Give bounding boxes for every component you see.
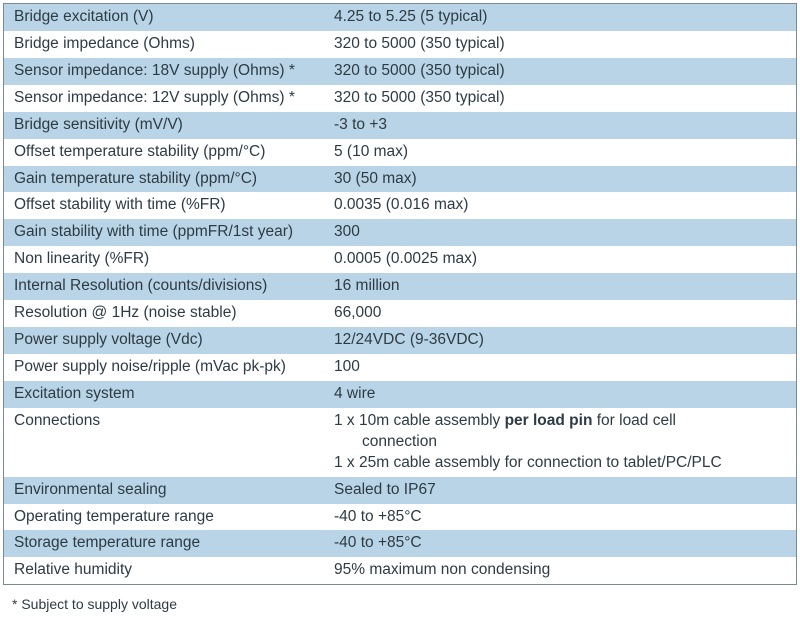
- table-row: Sensor impedance: 18V supply (Ohms) * 32…: [4, 58, 796, 85]
- table-row: Power supply voltage (Vdc) 12/24VDC (9-3…: [4, 327, 796, 354]
- spec-label: Offset stability with time (%FR): [4, 192, 324, 219]
- table-row: Internal Resolution (counts/divisions) 1…: [4, 273, 796, 300]
- table-row: Gain stability with time (ppmFR/1st year…: [4, 219, 796, 246]
- spec-label: Storage temperature range: [4, 530, 324, 557]
- spec-label: Non linearity (%FR): [4, 246, 324, 273]
- bold-text: per load pin: [505, 412, 593, 429]
- spec-value: 0.0005 (0.0025 max): [324, 246, 796, 273]
- spec-label: Power supply noise/ripple (mVac pk-pk): [4, 354, 324, 381]
- spec-label: Internal Resolution (counts/divisions): [4, 273, 324, 300]
- spec-label: Relative humidity: [4, 557, 324, 584]
- text: 1 x 10m cable assembly: [334, 412, 505, 429]
- table-row: Resolution @ 1Hz (noise stable) 66,000: [4, 300, 796, 327]
- spec-sheet: Bridge excitation (V) 4.25 to 5.25 (5 ty…: [0, 3, 800, 620]
- table-row: Bridge sensitivity (mV/V) -3 to +3: [4, 112, 796, 139]
- table-row: Sensor impedance: 12V supply (Ohms) * 32…: [4, 85, 796, 112]
- spec-value: 66,000: [324, 300, 796, 327]
- spec-value: Sealed to IP67: [324, 477, 796, 504]
- spec-label: Bridge impedance (Ohms): [4, 31, 324, 58]
- spec-label: Power supply voltage (Vdc): [4, 327, 324, 354]
- connections-line2: connection: [334, 432, 786, 453]
- spec-value: 16 million: [324, 273, 796, 300]
- spec-value: 95% maximum non condensing: [324, 557, 796, 584]
- spec-label: Excitation system: [4, 381, 324, 408]
- spec-value: 12/24VDC (9-36VDC): [324, 327, 796, 354]
- spec-label: Sensor impedance: 12V supply (Ohms) *: [4, 85, 324, 112]
- spec-label: Bridge sensitivity (mV/V): [4, 112, 324, 139]
- footnote: * Subject to supply voltage: [0, 588, 800, 620]
- spec-label: Resolution @ 1Hz (noise stable): [4, 300, 324, 327]
- spec-value: 4 wire: [324, 381, 796, 408]
- table-row: Bridge impedance (Ohms) 320 to 5000 (350…: [4, 31, 796, 58]
- spec-value: -40 to +85°C: [324, 504, 796, 531]
- spec-value: 300: [324, 219, 796, 246]
- text: for load cell: [592, 412, 676, 429]
- spec-value: 0.0035 (0.016 max): [324, 192, 796, 219]
- spec-value: 100: [324, 354, 796, 381]
- table-row: Offset stability with time (%FR) 0.0035 …: [4, 192, 796, 219]
- table-row: Gain temperature stability (ppm/°C) 30 (…: [4, 166, 796, 193]
- table-row: Bridge excitation (V) 4.25 to 5.25 (5 ty…: [4, 4, 796, 31]
- table-row-connections: Connections 1 x 10m cable assembly per l…: [4, 408, 796, 477]
- table-row: Storage temperature range -40 to +85°C: [4, 530, 796, 557]
- table-row: Relative humidity 95% maximum non conden…: [4, 557, 796, 584]
- table-row: Excitation system 4 wire: [4, 381, 796, 408]
- spec-label: Offset temperature stability (ppm/°C): [4, 139, 324, 166]
- table-row: Power supply noise/ripple (mVac pk-pk) 1…: [4, 354, 796, 381]
- spec-value-connections: 1 x 10m cable assembly per load pin for …: [324, 408, 796, 477]
- spec-value: -40 to +85°C: [324, 530, 796, 557]
- table-row: Operating temperature range -40 to +85°C: [4, 504, 796, 531]
- table-row: Environmental sealing Sealed to IP67: [4, 477, 796, 504]
- spec-value: 320 to 5000 (350 typical): [324, 85, 796, 112]
- spec-label: Connections: [4, 408, 324, 435]
- spec-value: 30 (50 max): [324, 166, 796, 193]
- table-row: Offset temperature stability (ppm/°C) 5 …: [4, 139, 796, 166]
- spec-label: Operating temperature range: [4, 504, 324, 531]
- spec-label: Sensor impedance: 18V supply (Ohms) *: [4, 58, 324, 85]
- spec-label: Gain stability with time (ppmFR/1st year…: [4, 219, 324, 246]
- spec-table: Bridge excitation (V) 4.25 to 5.25 (5 ty…: [3, 3, 797, 585]
- spec-value: 4.25 to 5.25 (5 typical): [324, 4, 796, 31]
- spec-label: Gain temperature stability (ppm/°C): [4, 166, 324, 193]
- spec-label: Environmental sealing: [4, 477, 324, 504]
- spec-value: 5 (10 max): [324, 139, 796, 166]
- spec-value: -3 to +3: [324, 112, 796, 139]
- spec-value: 320 to 5000 (350 typical): [324, 58, 796, 85]
- connections-line3: 1 x 25m cable assembly for connection to…: [334, 453, 786, 474]
- table-row: Non linearity (%FR) 0.0005 (0.0025 max): [4, 246, 796, 273]
- spec-value: 320 to 5000 (350 typical): [324, 31, 796, 58]
- spec-label: Bridge excitation (V): [4, 4, 324, 31]
- connections-line1: 1 x 10m cable assembly per load pin for …: [334, 411, 786, 432]
